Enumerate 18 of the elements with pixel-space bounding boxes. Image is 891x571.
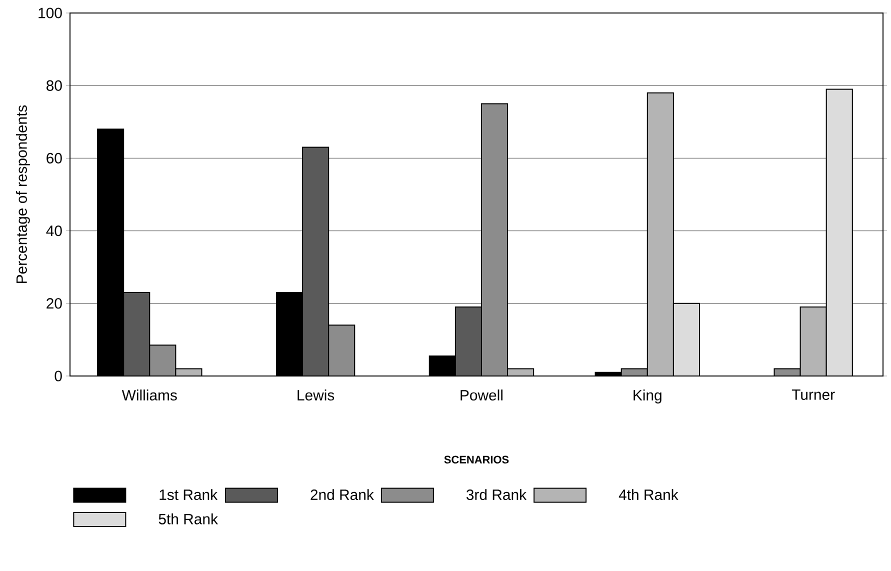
y-tick-label: 0 [54, 370, 62, 382]
x-axis-title: SCENARIOS [444, 456, 509, 464]
legend-label: 3rd Rank [466, 489, 527, 500]
legend-label: 5th Rank [158, 513, 218, 524]
y-tick-label: 80 [46, 80, 62, 91]
x-tick-label: Lewis [298, 390, 334, 400]
legend-label: 1st Rank [160, 489, 218, 500]
y-tick-label: 40 [46, 226, 62, 236]
x-tick-label: Powell [460, 390, 502, 400]
y-tick-label: 20 [46, 298, 62, 309]
y-tick-label: 100 [38, 8, 62, 18]
x-tick-label: Turner [792, 390, 835, 400]
y-axis-title: Percentage of respondents [16, 105, 30, 284]
x-tick-label: King [634, 390, 662, 404]
legend-label: 4th Rank [618, 489, 678, 500]
x-tick-label: Williams [122, 390, 177, 400]
legend-label: 2nd Rank [310, 489, 374, 500]
y-tick-label: 60 [46, 152, 62, 164]
